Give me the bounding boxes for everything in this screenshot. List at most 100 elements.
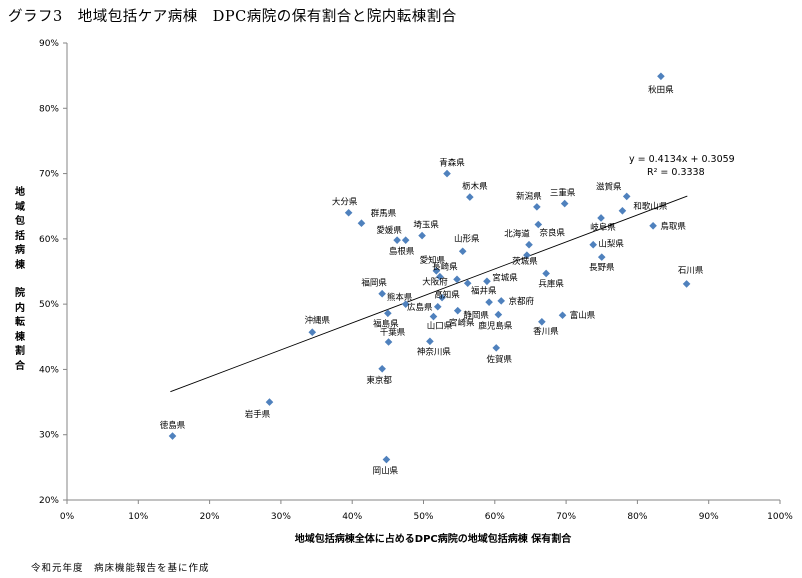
x-tick-label: 20%: [200, 512, 220, 522]
y-axis-label-char: 院: [15, 288, 25, 299]
data-point: [265, 398, 274, 406]
data-point: [533, 203, 541, 211]
point-label: 大分県: [332, 197, 358, 208]
point-label: 島根県: [389, 246, 415, 257]
point-label: 和歌山県: [633, 201, 668, 212]
trendline-r2: R² = 0.3338: [647, 167, 705, 178]
data-point: [401, 236, 410, 244]
point-label: 新潟県: [516, 191, 542, 202]
data-point: [384, 309, 392, 318]
data-point: [458, 247, 467, 256]
chart-title: グラフ3 地域包括ケア病棟 DPC病院の保有割合と院内転棟割合: [8, 9, 457, 25]
y-axis-label-char: 包: [15, 216, 25, 227]
data-point: [344, 208, 353, 217]
point-label: 香川県: [533, 326, 559, 337]
data-point: [401, 300, 410, 308]
data-point: [597, 214, 605, 222]
y-axis-label-char: 割: [15, 346, 25, 357]
data-point: [436, 272, 444, 281]
point-label: 山梨県: [598, 239, 624, 250]
y-tick-labels: 20% 30% 40% 50% 60% 70% 80% 90%: [39, 39, 59, 506]
point-label: 京都府: [508, 296, 534, 307]
data-point: [525, 240, 533, 249]
point-label: 宮崎県: [449, 318, 475, 329]
data-point: [622, 192, 631, 201]
point-label: 奈良県: [540, 227, 566, 238]
point-label: 滋賀県: [596, 181, 622, 192]
x-tick-label: 100%: [767, 512, 793, 522]
point-label: 福井県: [471, 285, 497, 296]
y-tick-label: 40%: [39, 365, 59, 375]
point-label: 神奈川県: [417, 346, 452, 357]
data-point: [438, 293, 446, 302]
point-label: 沖縄県: [305, 315, 331, 326]
y-tick-label: 20%: [39, 496, 59, 506]
data-point: [597, 253, 606, 261]
y-axis-label: 地域包括病棟院内転棟割合: [13, 186, 27, 374]
x-axis-label: 地域包括病棟全体に占めるDPC病院の地域包括病棟 保有割合: [294, 534, 572, 545]
point-label: 三重県: [550, 188, 576, 199]
x-tick-label: 40%: [342, 512, 362, 522]
x-tick-label: 0%: [60, 512, 75, 522]
point-label: 愛媛県: [376, 225, 402, 236]
y-axis-label-char: 病: [15, 245, 25, 256]
trendline-equation: y = 0.4134x + 0.3059: [629, 154, 735, 165]
point-label: 茨城県: [512, 256, 538, 267]
y-tick-label: 80%: [39, 104, 59, 114]
x-tick-label: 70%: [556, 512, 576, 522]
point-label: 鳥取県: [660, 221, 686, 232]
y-axis-label-char: 棟: [15, 331, 25, 343]
data-point: [433, 302, 442, 311]
point-label: 秋田県: [648, 84, 674, 95]
data-point: [418, 231, 426, 240]
data-point: [357, 219, 366, 227]
point-label: 東京都: [366, 375, 392, 386]
y-tick-label: 30%: [39, 431, 59, 441]
y-axis-label-char: 地: [15, 187, 25, 198]
point-label: 群馬県: [371, 208, 397, 219]
x-tick-label: 80%: [627, 512, 647, 522]
data-point: [618, 206, 627, 215]
point-label: 千葉県: [380, 327, 406, 338]
point-label: 岩手県: [245, 409, 271, 420]
data-point: [534, 220, 543, 229]
point-label: 岡山県: [373, 466, 399, 477]
axes: [63, 42, 781, 504]
data-point: [393, 236, 401, 244]
point-label: 兵庫県: [538, 278, 564, 289]
data-point: [682, 280, 691, 288]
x-tick-label: 30%: [271, 512, 291, 522]
y-axis-label-char: 棟: [15, 259, 25, 271]
y-axis-label-char: 括: [15, 230, 25, 242]
point-label: 佐賀県: [486, 354, 512, 365]
data-point: [378, 364, 386, 373]
data-point: [463, 279, 472, 288]
data-point: [168, 432, 177, 440]
data-point: [560, 199, 569, 208]
x-tick-labels: 0% 10% 20% 30% 40% 50% 60% 70% 80% 90% 100%: [60, 512, 793, 522]
y-axis-label-char: 転: [15, 317, 25, 328]
data-point: [485, 298, 493, 306]
data-point: [657, 72, 665, 81]
trendline: [170, 195, 688, 393]
point-label: 静岡県: [463, 310, 489, 321]
data-point: [378, 289, 386, 298]
point-label: 山口県: [427, 321, 453, 332]
data-point: [432, 267, 441, 275]
y-tick-label: 90%: [39, 39, 59, 49]
point-label: 宮城県: [492, 272, 518, 283]
point-label: 青森県: [439, 158, 465, 169]
trendline-line: [170, 195, 688, 393]
point-label: 長崎県: [432, 262, 458, 273]
data-point: [523, 251, 531, 259]
point-label: 広島県: [407, 302, 433, 313]
data-point: [483, 277, 491, 286]
point-label: 北海道: [504, 229, 530, 240]
x-tick-label: 60%: [485, 512, 505, 522]
point-label: 熊本県: [387, 292, 413, 303]
point-label: 岐阜県: [590, 222, 616, 233]
data-point: [382, 455, 391, 464]
data-point: [443, 169, 451, 178]
x-tick-label: 90%: [699, 512, 719, 522]
